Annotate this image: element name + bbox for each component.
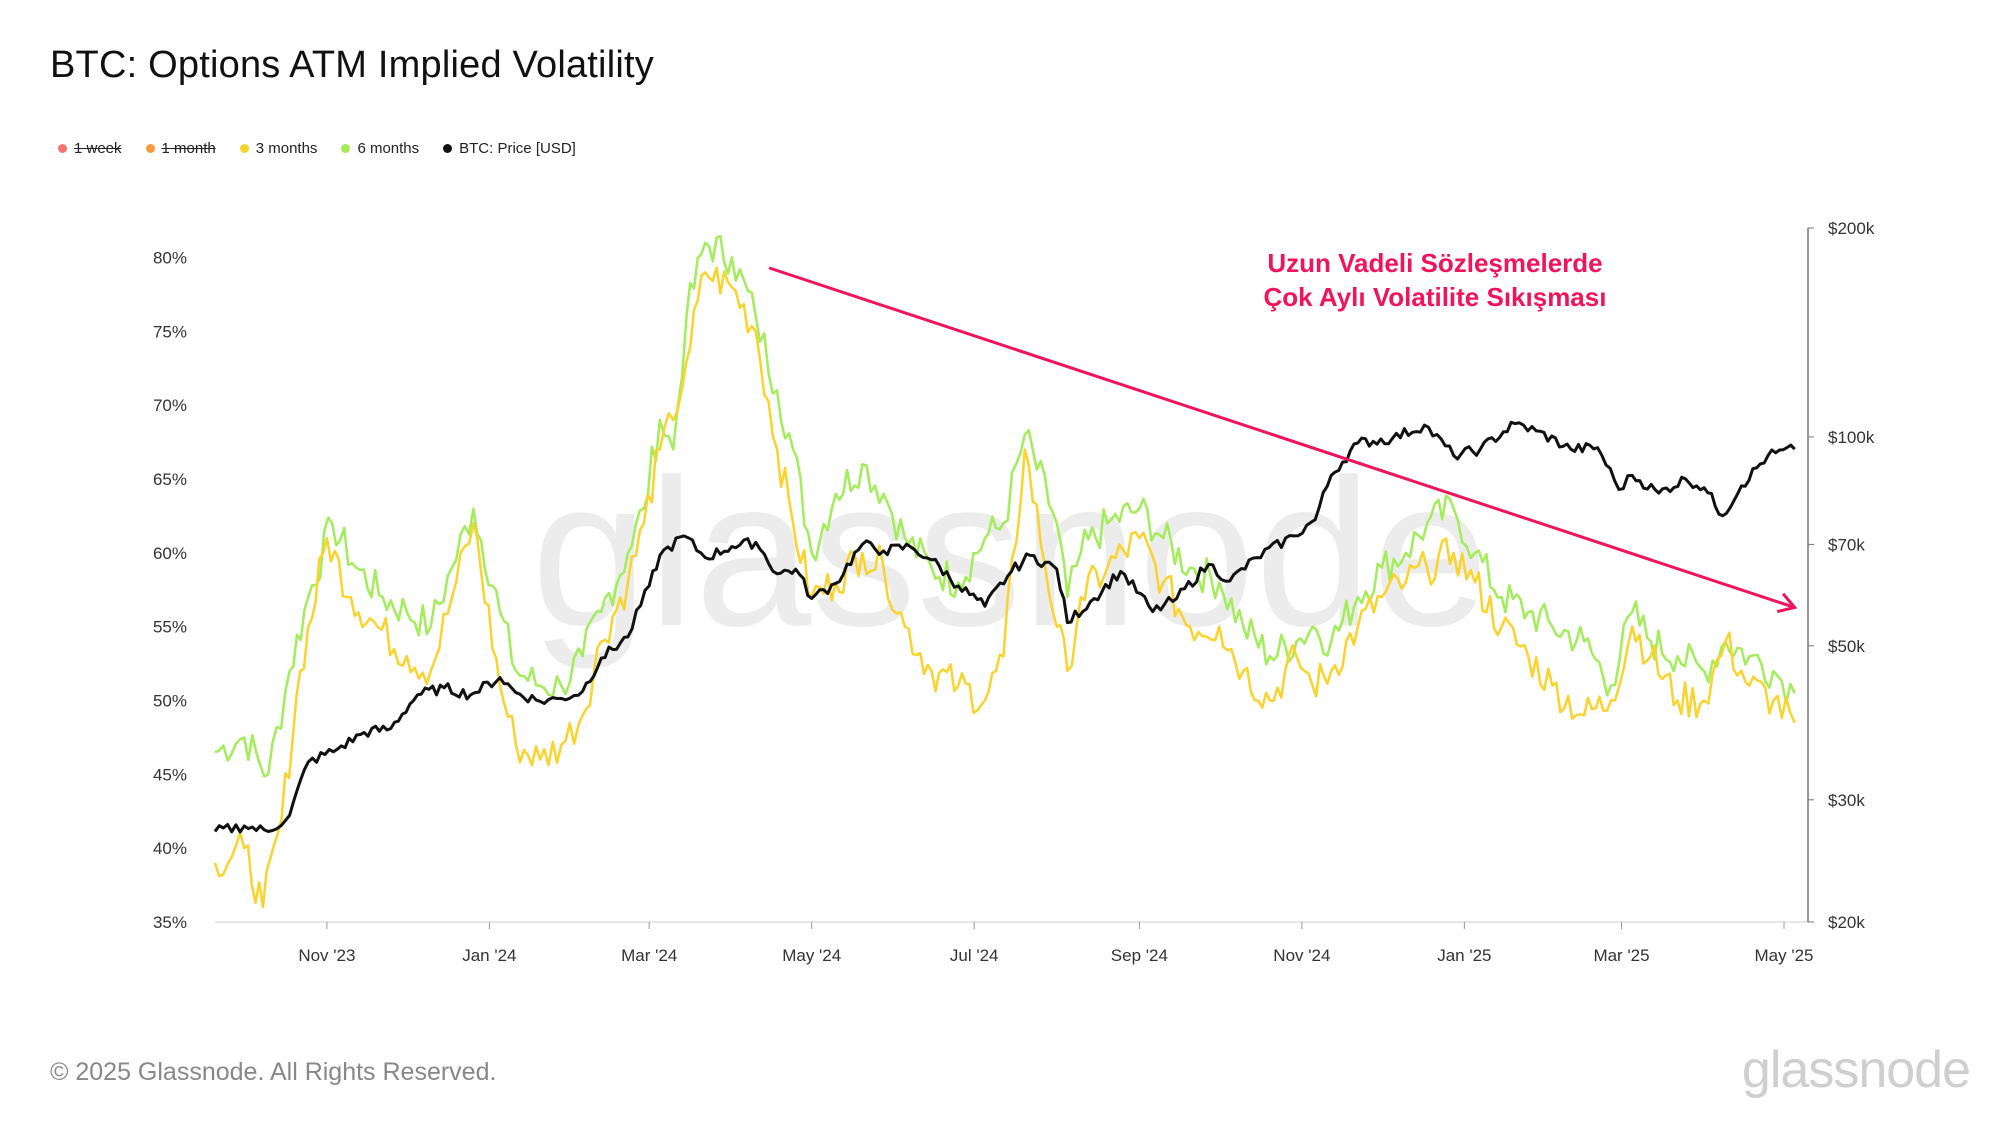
series-line-3-months (213, 266, 1796, 909)
legend-label: 6 months (357, 140, 420, 157)
annotation-text-line1: Uzun Vadeli Sözleşmelerde (1267, 248, 1602, 278)
x-tick-label: Nov '24 (1273, 946, 1330, 965)
y-left-tick-label: 70% (153, 396, 187, 415)
legend-dot-icon (341, 144, 351, 153)
x-tick-label: Jan '24 (462, 946, 516, 965)
y-right-tick-label: $30k (1828, 791, 1865, 810)
y-right-tick-label: $200k (1828, 219, 1875, 238)
legend-label: 1 month (161, 140, 216, 157)
y-left-tick-label: 45% (153, 765, 187, 784)
y-right-tick-label: $50k (1828, 637, 1865, 656)
annotation-text-line2: Çok Aylı Volatilite Sıkışması (1264, 282, 1607, 312)
y-left-tick-label: 60% (153, 544, 187, 563)
legend-dot-icon (239, 144, 249, 153)
legend-item-1-month[interactable]: 1 month (145, 140, 216, 157)
legend-item-1-week[interactable]: 1 week (58, 140, 122, 157)
watermark: glassnode (531, 435, 1488, 670)
brand-logo: glassnode (1741, 1041, 1971, 1099)
legend-dot-icon (145, 144, 155, 153)
y-left-tick-label: 40% (153, 839, 187, 858)
page-title: BTC: Options ATM Implied Volatility (50, 44, 654, 86)
legend-item-6-months[interactable]: 6 months (341, 140, 419, 157)
y-left-tick-label: 55% (153, 618, 187, 637)
annotation-arrow-line (768, 266, 1796, 609)
y-right-tick-label: $20k (1828, 913, 1865, 932)
legend-label: 1 week (74, 140, 122, 157)
annotation-arrowhead-icon (1776, 592, 1798, 614)
legend-item-3-months[interactable]: 3 months (239, 140, 318, 157)
x-tick-label: May '24 (782, 946, 841, 965)
legend-dot-icon (443, 144, 453, 153)
y-right-tick-label: $100k (1828, 428, 1875, 447)
legend-label: BTC: Price [USD] (459, 140, 576, 157)
y-left-tick-label: 50% (153, 692, 187, 711)
x-tick-label: Nov '23 (298, 946, 355, 965)
series-line-btc-price-usd (213, 420, 1796, 834)
y-left-tick-label: 65% (153, 470, 187, 489)
copyright-footer: © 2025 Glassnode. All Rights Reserved. (50, 1058, 497, 1086)
x-tick-label: May '25 (1755, 946, 1814, 965)
y-left-tick-label: 35% (153, 913, 187, 932)
x-tick-label: Mar '25 (1593, 946, 1649, 965)
series-line-6-months (214, 234, 1796, 778)
y-left-tick-label: 75% (153, 322, 187, 341)
x-tick-label: Jan '25 (1437, 946, 1491, 965)
chart-legend: 1 week 1 month 3 months 6 months BTC: Pr… (58, 140, 576, 157)
legend-label: 3 months (255, 140, 318, 157)
legend-dot-icon (58, 144, 67, 153)
x-tick-label: Sep '24 (1111, 946, 1168, 965)
x-tick-label: Jul '24 (950, 946, 999, 965)
y-left-tick-label: 80% (153, 249, 187, 268)
x-tick-label: Mar '24 (621, 946, 677, 965)
legend-item-btc-price[interactable]: BTC: Price [USD] (443, 140, 576, 157)
y-right-tick-label: $70k (1828, 535, 1865, 554)
